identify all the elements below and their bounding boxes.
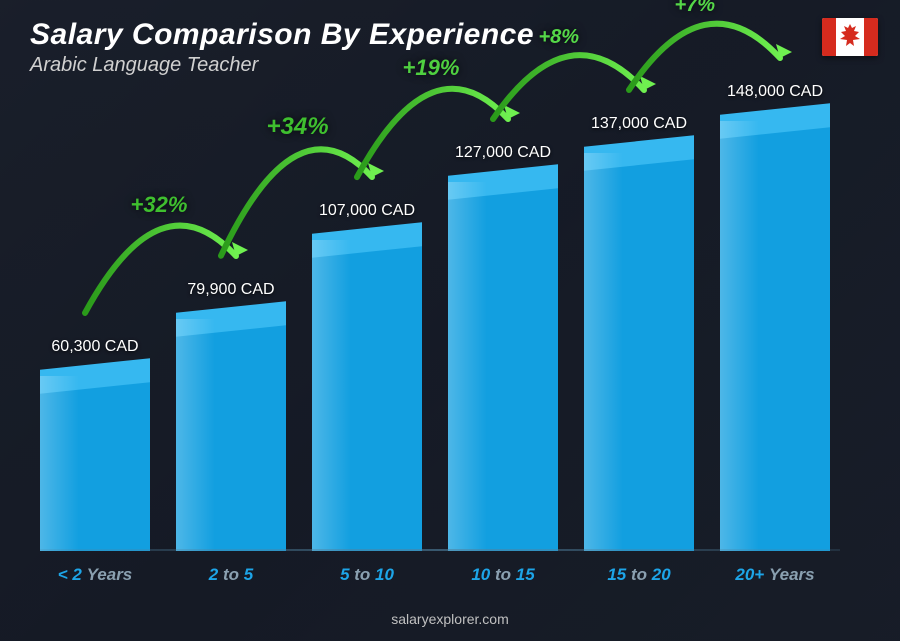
bar-group: 60,300 CAD< 2 Years	[40, 376, 150, 551]
bar	[584, 153, 694, 551]
canada-flag-icon	[822, 18, 878, 56]
increase-pct-label: +34%	[267, 113, 329, 141]
bar-shine	[448, 182, 487, 551]
bar-group: 107,000 CAD5 to 10	[312, 240, 422, 551]
increase-pct-label: +19%	[403, 55, 460, 81]
bar-shine	[312, 240, 351, 551]
increase-pct-label: +8%	[539, 26, 580, 49]
bar-category-label: 10 to 15	[433, 565, 573, 585]
chart-title: Salary Comparison By Experience	[30, 18, 534, 52]
bar-value-label: 60,300 CAD	[25, 338, 165, 356]
bar	[40, 376, 150, 551]
bar-shine	[584, 153, 623, 551]
bar-shine	[40, 376, 79, 551]
increase-arc: +7%	[609, 0, 805, 115]
bar-shine	[176, 319, 215, 551]
bar-category-label: 5 to 10	[297, 565, 437, 585]
bar-group: 79,900 CAD2 to 5	[176, 319, 286, 551]
bar-category-label: 2 to 5	[161, 565, 301, 585]
bar	[720, 121, 830, 551]
watermark-text: salaryexplorer.com	[391, 611, 509, 627]
bar	[312, 240, 422, 551]
bar-shine	[720, 121, 759, 551]
bar-group: 127,000 CAD10 to 15	[448, 182, 558, 551]
increase-pct-label: +32%	[131, 192, 188, 218]
bar-category-label: < 2 Years	[25, 565, 165, 585]
bar-group: 148,000 CAD20+ Years	[720, 121, 830, 551]
bar-category-label: 15 to 20	[569, 565, 709, 585]
chart-plot-area: 60,300 CAD< 2 Years79,900 CAD2 to 5107,0…	[40, 100, 840, 551]
bar	[176, 319, 286, 551]
bar-group: 137,000 CAD15 to 20	[584, 153, 694, 551]
bar	[448, 182, 558, 551]
increase-pct-label: +7%	[675, 0, 716, 17]
bar-category-label: 20+ Years	[705, 565, 845, 585]
salary-chart-container: Salary Comparison By Experience Arabic L…	[0, 0, 900, 641]
chart-baseline	[40, 549, 840, 551]
